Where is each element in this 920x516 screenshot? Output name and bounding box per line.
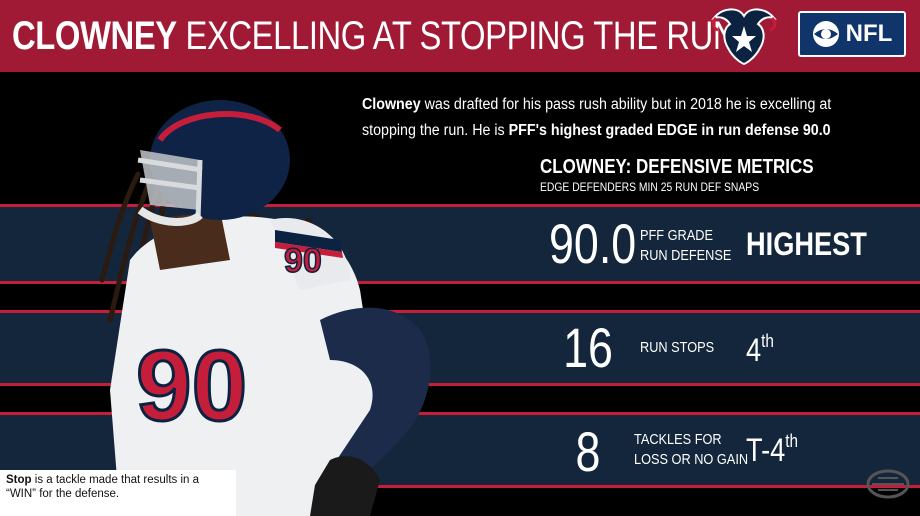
footnote-text: is a tackle made that results in a “WIN”… <box>6 474 200 500</box>
stat-rank-pff-grade: HIGHEST <box>746 226 867 262</box>
rank-text: HIGHEST <box>746 226 867 262</box>
stat-label-line1: RUN STOPS <box>640 339 715 356</box>
cbs-nfl-badge: NFL <box>798 11 906 57</box>
texans-bull-logo-icon <box>711 8 777 66</box>
footnote: Stop is a tackle made that results in a … <box>0 470 236 516</box>
stripe-line <box>0 383 920 386</box>
stat-rank-run-stops: 4th <box>746 332 774 368</box>
stat-label-line1: PFF GRADE <box>640 227 713 244</box>
footnote-term: Stop <box>6 474 32 486</box>
description-body: was drafted for his pass rush ability bu… <box>362 96 832 139</box>
stat-label-line2: LOSS OR NO GAIN <box>634 451 749 468</box>
cbs-eye-icon <box>812 21 839 47</box>
description-text: Clowney was drafted for his pass rush ab… <box>362 92 859 144</box>
metrics-subtitle: EDGE DEFENDERS MIN 25 RUN DEF SNAPS <box>540 182 760 194</box>
page-title: CLOWNEY EXCELLING AT STOPPING THE RUN <box>12 14 737 58</box>
stripe-line <box>0 310 920 313</box>
stat-value-pff-grade: 90.0 <box>549 212 637 275</box>
shoulder-number: 90 <box>284 242 322 280</box>
stat-label-line1: TACKLES FOR <box>634 431 722 448</box>
title-name: CLOWNEY <box>12 14 177 58</box>
metrics-title: CLOWNEY: DEFENSIVE METRICS <box>540 156 814 178</box>
rank-text: 4 <box>746 332 762 368</box>
stripe-line <box>0 485 920 488</box>
stat-value-run-stops: 16 <box>563 316 613 379</box>
stripe-line <box>0 412 920 415</box>
title-rest: EXCELLING AT STOPPING THE RUN <box>176 14 737 58</box>
pff-watermark-icon <box>866 469 910 499</box>
rank-suffix: th <box>785 431 799 451</box>
player-photo: 90 90 <box>99 100 431 516</box>
rank-text: T-4 <box>746 432 786 468</box>
chest-number: 90 <box>136 330 247 442</box>
header-banner: CLOWNEY EXCELLING AT STOPPING THE RUN NF… <box>0 0 920 72</box>
description-highlight: PFF's highest graded EDGE in run defense… <box>508 122 831 139</box>
stripe-line <box>0 281 920 284</box>
stat-label-line2: RUN DEFENSE <box>640 247 732 264</box>
stat-value-tackles: 8 <box>575 420 601 483</box>
stripe-line <box>0 204 920 207</box>
description-name: Clowney <box>362 96 421 113</box>
rank-suffix: th <box>761 331 774 351</box>
stat-rank-tackles: T-4th <box>746 432 798 468</box>
nfl-label: NFL <box>845 20 893 47</box>
